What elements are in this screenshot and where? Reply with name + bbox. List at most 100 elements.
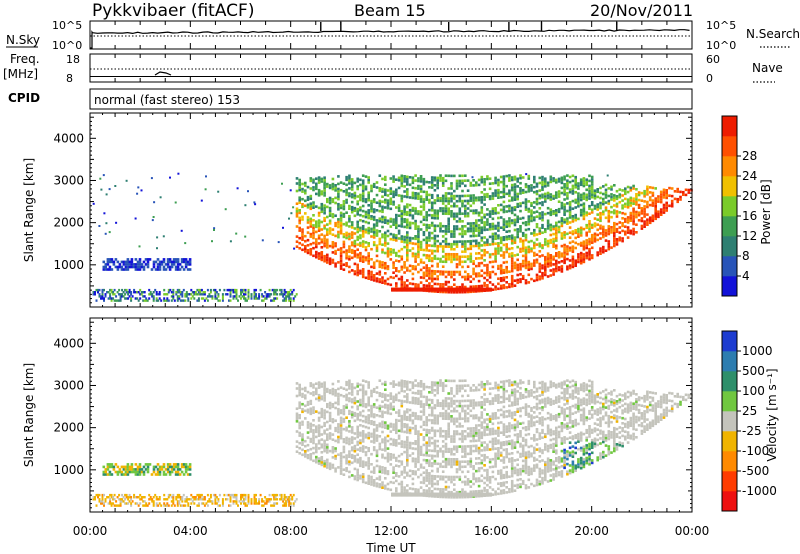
power-cell bbox=[585, 234, 588, 237]
velocity-cell bbox=[406, 393, 409, 396]
power-cell bbox=[615, 243, 619, 246]
power-cell bbox=[585, 244, 588, 247]
velocity-cell bbox=[428, 464, 431, 467]
power-cell bbox=[505, 210, 508, 213]
power-cell bbox=[571, 189, 575, 193]
velocity-cell bbox=[455, 496, 459, 499]
power-cell bbox=[205, 175, 207, 178]
power-cell bbox=[166, 265, 170, 269]
power-cell bbox=[160, 263, 164, 266]
power-cell bbox=[590, 246, 594, 250]
power-cell bbox=[643, 225, 646, 228]
power-cell bbox=[541, 185, 544, 189]
velocity-cell bbox=[397, 454, 401, 458]
power-cell bbox=[419, 220, 423, 224]
power-cell bbox=[466, 278, 470, 281]
power-cell bbox=[353, 232, 357, 235]
power-cell bbox=[444, 230, 448, 233]
velocity-cell bbox=[419, 385, 423, 388]
power-cell bbox=[430, 224, 434, 227]
power-cell bbox=[590, 256, 594, 260]
power-cell bbox=[458, 227, 462, 231]
power-cell bbox=[138, 265, 142, 269]
velocity-cell bbox=[323, 439, 326, 443]
power-cell bbox=[232, 288, 235, 292]
power-cell bbox=[323, 206, 326, 210]
power-cell bbox=[375, 193, 379, 197]
power-cell bbox=[441, 197, 445, 200]
power-cell bbox=[197, 293, 200, 296]
velocity-cell bbox=[430, 479, 434, 483]
power-cell bbox=[510, 176, 514, 179]
velocity-cell bbox=[408, 446, 412, 450]
power-cell bbox=[566, 181, 569, 185]
velocity-cell bbox=[337, 440, 340, 444]
power-cell bbox=[298, 178, 301, 182]
power-cell bbox=[579, 231, 583, 235]
power-cell bbox=[632, 222, 635, 226]
power-cell bbox=[447, 225, 450, 228]
power-cell bbox=[253, 295, 256, 298]
velocity-cell bbox=[475, 480, 478, 483]
power-cell bbox=[590, 254, 594, 257]
power-cell bbox=[527, 250, 531, 254]
velocity-cell bbox=[447, 392, 450, 395]
power-cell bbox=[555, 191, 558, 194]
power-cell bbox=[441, 285, 445, 289]
power-cell bbox=[247, 297, 250, 300]
velocity-cell bbox=[475, 447, 478, 450]
power-cell bbox=[544, 243, 547, 246]
velocity-cell bbox=[384, 398, 387, 402]
velocity-cell bbox=[364, 453, 368, 457]
power-cell bbox=[483, 281, 486, 285]
velocity-cell bbox=[433, 439, 437, 443]
velocity-cell bbox=[439, 402, 442, 405]
power-cell bbox=[624, 233, 627, 236]
power-cell bbox=[386, 194, 390, 197]
power-cell bbox=[152, 299, 155, 302]
power-cell bbox=[461, 285, 464, 289]
velocity-cell bbox=[386, 472, 390, 476]
power-cell bbox=[557, 253, 561, 257]
velocity-cell bbox=[441, 386, 445, 390]
power-cell bbox=[455, 179, 459, 183]
power-cell bbox=[480, 206, 484, 209]
power-cell bbox=[149, 293, 152, 296]
power-cell bbox=[262, 299, 265, 302]
power-cell bbox=[469, 255, 473, 258]
power-cell bbox=[356, 230, 359, 234]
power-cell bbox=[384, 241, 387, 245]
power-cell bbox=[289, 297, 292, 300]
power-cell bbox=[513, 264, 517, 267]
power-cell bbox=[510, 277, 514, 280]
velocity-cell bbox=[453, 440, 456, 443]
velocity-cell bbox=[359, 431, 362, 435]
velocity-cell bbox=[453, 399, 456, 403]
power-cell bbox=[535, 182, 539, 186]
power-cell bbox=[138, 268, 142, 271]
power-cell bbox=[356, 210, 359, 213]
power-cell bbox=[632, 210, 635, 213]
power-cell bbox=[563, 185, 566, 189]
power-cell bbox=[629, 201, 633, 205]
velocity-cell bbox=[403, 415, 406, 418]
power-cell bbox=[425, 266, 428, 270]
power-cell bbox=[464, 184, 467, 188]
power-cell bbox=[472, 272, 475, 276]
velocity-cell bbox=[453, 445, 456, 448]
power-cell bbox=[328, 222, 332, 225]
power-cell bbox=[497, 244, 500, 248]
power-cell bbox=[162, 268, 166, 271]
velocity-cell bbox=[469, 490, 473, 494]
power-cell bbox=[258, 297, 261, 300]
power-cell bbox=[120, 268, 124, 271]
power-cell bbox=[574, 198, 577, 202]
power-cell bbox=[428, 201, 431, 204]
power-cell bbox=[320, 253, 324, 257]
power-cell bbox=[350, 221, 354, 224]
power-cell bbox=[309, 242, 313, 246]
power-cell bbox=[444, 232, 448, 236]
power-cell bbox=[348, 245, 351, 248]
power-cell bbox=[176, 295, 179, 298]
power-cell bbox=[283, 297, 286, 300]
